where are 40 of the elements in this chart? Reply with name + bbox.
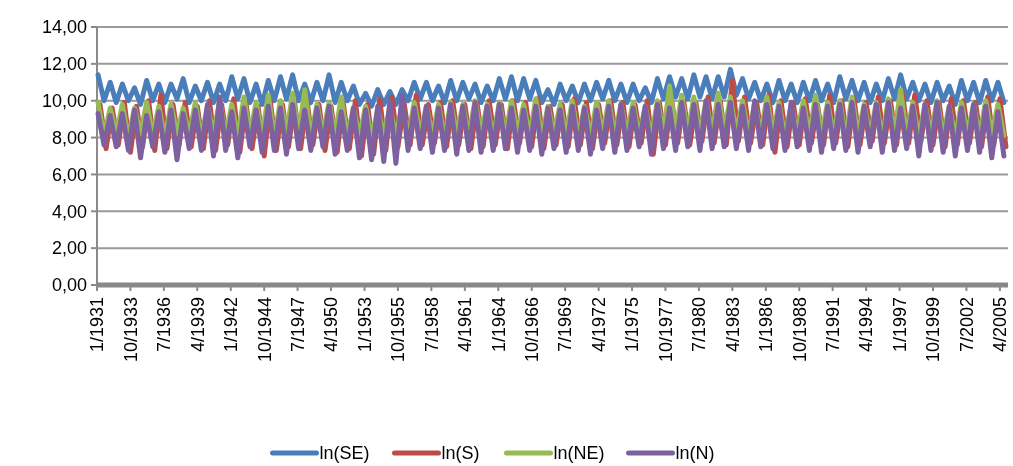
x-tick-label: 1/1986 bbox=[756, 297, 777, 353]
x-tick-label: 4/1972 bbox=[588, 297, 609, 353]
x-tick-label: 10/1999 bbox=[923, 297, 944, 363]
y-tick-label: 10,00 bbox=[41, 91, 87, 112]
x-tick-label: 10/1988 bbox=[789, 297, 810, 363]
x-tick-label: 4/1994 bbox=[856, 297, 877, 353]
x-tick-label: 7/1947 bbox=[287, 297, 308, 353]
x-tick-label: 7/1936 bbox=[154, 297, 175, 353]
y-tick-label: 0,00 bbox=[51, 275, 87, 296]
y-tick-label: 6,00 bbox=[51, 164, 87, 185]
x-tick-label: 4/1983 bbox=[722, 297, 743, 353]
x-tick-label: 1/1942 bbox=[221, 297, 242, 353]
x-tick-label: 4/1961 bbox=[455, 297, 476, 353]
y-tick-label: 2,00 bbox=[51, 238, 87, 259]
x-tick-label: 4/1939 bbox=[187, 297, 208, 353]
legend-label: ln(SE) bbox=[319, 443, 370, 464]
legend-label: ln(NE) bbox=[553, 443, 605, 464]
x-tick-label: 7/1991 bbox=[822, 297, 843, 353]
x-tick-label: 7/1980 bbox=[689, 297, 710, 353]
y-tick-label: 12,00 bbox=[41, 54, 87, 75]
x-tick-label: 4/1950 bbox=[321, 297, 342, 353]
x-tick-label: 10/1966 bbox=[522, 297, 543, 363]
x-tick-label: 7/1969 bbox=[555, 297, 576, 353]
x-tick-label: 7/2002 bbox=[956, 297, 977, 353]
x-tick-label: 10/1955 bbox=[388, 297, 409, 363]
x-tick-label: 7/1958 bbox=[421, 297, 442, 353]
y-tick-label: 4,00 bbox=[51, 201, 87, 222]
x-tick-label: 10/1933 bbox=[120, 297, 141, 363]
x-tick-label: 1/1975 bbox=[622, 297, 643, 353]
x-tick-label: 1/1931 bbox=[87, 297, 108, 353]
x-tick-label: 1/1953 bbox=[354, 297, 375, 353]
x-tick-label: 1/1997 bbox=[889, 297, 910, 353]
x-tick-label: 1/1964 bbox=[488, 297, 509, 353]
x-tick-label: 10/1977 bbox=[655, 297, 676, 363]
x-tick-label: 4/2005 bbox=[990, 297, 1011, 353]
legend-label: ln(S) bbox=[441, 443, 480, 464]
legend-label: ln(N) bbox=[675, 443, 715, 464]
x-tick-label: 10/1944 bbox=[254, 297, 275, 363]
y-tick-label: 8,00 bbox=[51, 127, 87, 148]
y-tick-label: 14,00 bbox=[41, 17, 87, 38]
